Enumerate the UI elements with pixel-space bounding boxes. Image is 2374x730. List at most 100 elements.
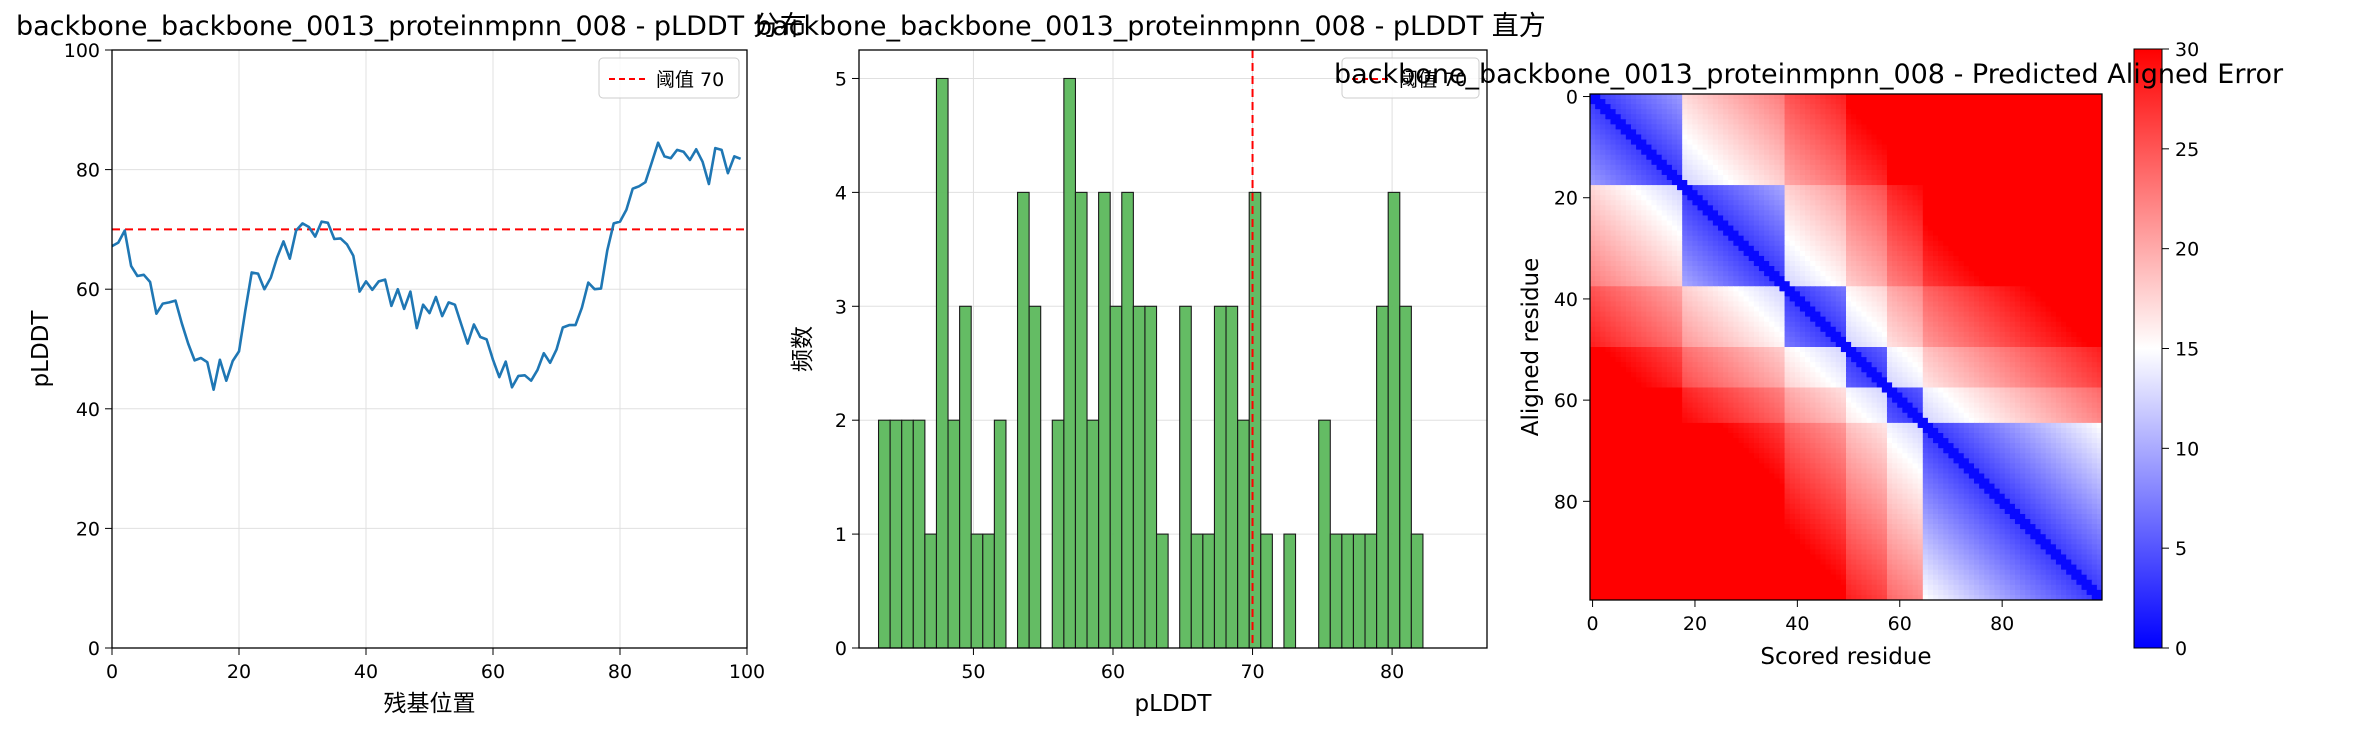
- heatmap-cell: [1590, 235, 1596, 242]
- heatmap-cell: [1743, 235, 1750, 242]
- heatmap-cell: [1620, 134, 1627, 141]
- heatmap-cell: [1702, 119, 1709, 125]
- heatmap-cell: [1866, 210, 1873, 217]
- heatmap-cell: [1861, 174, 1868, 181]
- heatmap-cell: [1753, 291, 1760, 297]
- heatmap-cell: [1590, 180, 1596, 186]
- heatmap-cell: [1871, 306, 1878, 313]
- heatmap-cell: [2020, 250, 2026, 257]
- heatmap-cell: [1753, 104, 1760, 110]
- heatmap-cell: [1666, 276, 1673, 282]
- heatmap-cell: [2014, 235, 2021, 242]
- heatmap-cell: [1779, 139, 1786, 146]
- heatmap-cell: [1866, 190, 1873, 196]
- heatmap-cell: [1994, 301, 2001, 308]
- heatmap-cell: [1641, 180, 1647, 186]
- heatmap-cell: [1892, 124, 1898, 131]
- heatmap-cell: [1733, 321, 1740, 328]
- heatmap-cell: [1641, 190, 1647, 196]
- heatmap-cell: [1641, 109, 1647, 115]
- heatmap-cell: [1661, 230, 1668, 237]
- heatmap-cell: [2045, 215, 2052, 222]
- heatmap-cell: [2025, 164, 2031, 171]
- heatmap-cell: [1799, 180, 1806, 186]
- heatmap-cell: [1702, 195, 1709, 201]
- heatmap-cell: [1769, 225, 1775, 232]
- heatmap-cell: [1917, 245, 1924, 252]
- heatmap-cell: [2076, 159, 2083, 166]
- heatmap-cell: [1646, 94, 1653, 100]
- histogram-bar: [1225, 305, 1239, 649]
- heatmap-cell: [2025, 311, 2031, 318]
- heatmap-cell: [1856, 245, 1862, 252]
- heatmap-cell: [1595, 311, 1601, 318]
- heatmap-cell: [1933, 174, 1939, 181]
- heatmap-cell: [1805, 321, 1811, 328]
- heatmap-cell: [1994, 245, 2001, 252]
- heatmap-cell: [1933, 316, 1939, 323]
- heatmap-cell: [1774, 159, 1781, 166]
- heatmap-cell: [1789, 210, 1796, 217]
- heatmap-cell: [1656, 301, 1663, 308]
- heatmap-cell: [1666, 316, 1673, 323]
- heatmap-cell: [1830, 185, 1837, 191]
- heatmap-cell: [2045, 159, 2052, 166]
- heatmap-cell: [1733, 190, 1740, 196]
- heatmap-cell: [1886, 159, 1893, 166]
- heatmap-cell: [1984, 331, 1990, 338]
- heatmap-cell: [1820, 99, 1827, 105]
- heatmap-cell: [1830, 94, 1837, 100]
- heatmap-cell: [1917, 169, 1924, 176]
- heatmap-cell: [1892, 200, 1898, 206]
- heatmap-cell: [1979, 240, 1985, 247]
- heatmap-cell: [2035, 235, 2042, 242]
- heatmap-cell: [1861, 134, 1868, 141]
- heatmap-cell: [1912, 109, 1919, 115]
- heatmap-cell: [2061, 286, 2067, 292]
- heatmap-cell: [1881, 220, 1888, 227]
- heatmap-cell: [2055, 169, 2062, 176]
- heatmap-cell: [1620, 331, 1627, 338]
- heatmap-cell: [1677, 260, 1683, 267]
- heatmap-cell: [1723, 205, 1729, 211]
- heatmap-cell: [1723, 124, 1729, 131]
- heatmap-cell: [2004, 134, 2011, 141]
- heatmap-cell: [1927, 210, 1934, 217]
- heatmap-cell: [1886, 195, 1893, 201]
- heatmap-cell: [1661, 180, 1668, 186]
- heatmap-cell: [1938, 331, 1944, 338]
- heatmap-cell: [2081, 144, 2088, 151]
- heatmap-cell: [2086, 149, 2093, 156]
- heatmap-cell: [1948, 225, 1955, 232]
- heatmap-cell: [1743, 185, 1750, 191]
- heatmap-cell: [1871, 109, 1878, 115]
- heatmap-cell: [1651, 205, 1658, 211]
- heatmap-cell: [1938, 149, 1944, 156]
- heatmap-cell: [1656, 321, 1663, 328]
- heatmap-cell: [2025, 220, 2031, 227]
- heatmap-cell: [1615, 245, 1622, 252]
- heatmap-cell: [2009, 190, 2016, 196]
- heatmap-cell: [1671, 215, 1678, 222]
- heatmap-cell: [1912, 301, 1919, 308]
- heatmap-cell: [1718, 260, 1724, 267]
- heatmap-cell: [1902, 225, 1909, 232]
- heatmap-cell: [2030, 321, 2037, 328]
- heatmap-cell: [1876, 159, 1883, 166]
- heatmap-cell: [1974, 255, 1980, 262]
- heatmap-cell: [1753, 180, 1760, 186]
- heatmap-cell: [1702, 326, 1709, 333]
- heatmap-cell: [1610, 301, 1617, 308]
- heatmap-cell: [1712, 255, 1719, 262]
- heatmap-cell: [2055, 225, 2062, 232]
- heatmap-cell: [1620, 154, 1627, 161]
- heatmap-cell: [1682, 326, 1688, 333]
- heatmap-cell: [1907, 144, 1914, 151]
- heatmap-cell: [1687, 336, 1693, 343]
- heatmap-cell: [1963, 316, 1970, 323]
- heatmap-cell: [1912, 225, 1919, 232]
- heatmap-cell: [1636, 134, 1642, 141]
- heatmap-cell: [1861, 266, 1868, 272]
- heatmap-cell: [1702, 109, 1709, 115]
- histogram-bar: [947, 419, 961, 649]
